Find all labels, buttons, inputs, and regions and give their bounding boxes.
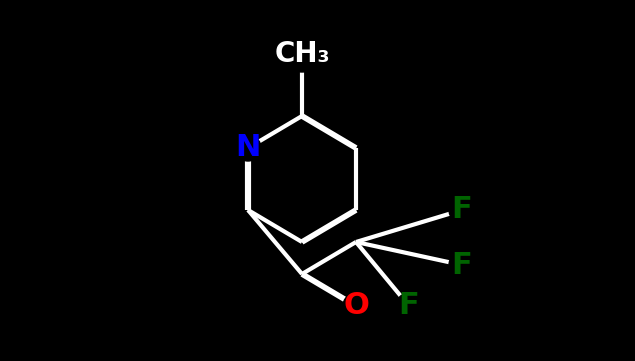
Text: F: F [451, 251, 472, 279]
Text: N: N [236, 134, 261, 162]
Circle shape [449, 197, 475, 223]
Text: F: F [399, 291, 419, 321]
Circle shape [235, 135, 261, 161]
Text: F: F [451, 196, 472, 225]
Circle shape [343, 293, 369, 319]
Circle shape [284, 36, 320, 72]
Circle shape [449, 252, 475, 278]
Text: O: O [343, 291, 369, 321]
Text: CH₃: CH₃ [274, 40, 330, 68]
Circle shape [396, 293, 422, 319]
